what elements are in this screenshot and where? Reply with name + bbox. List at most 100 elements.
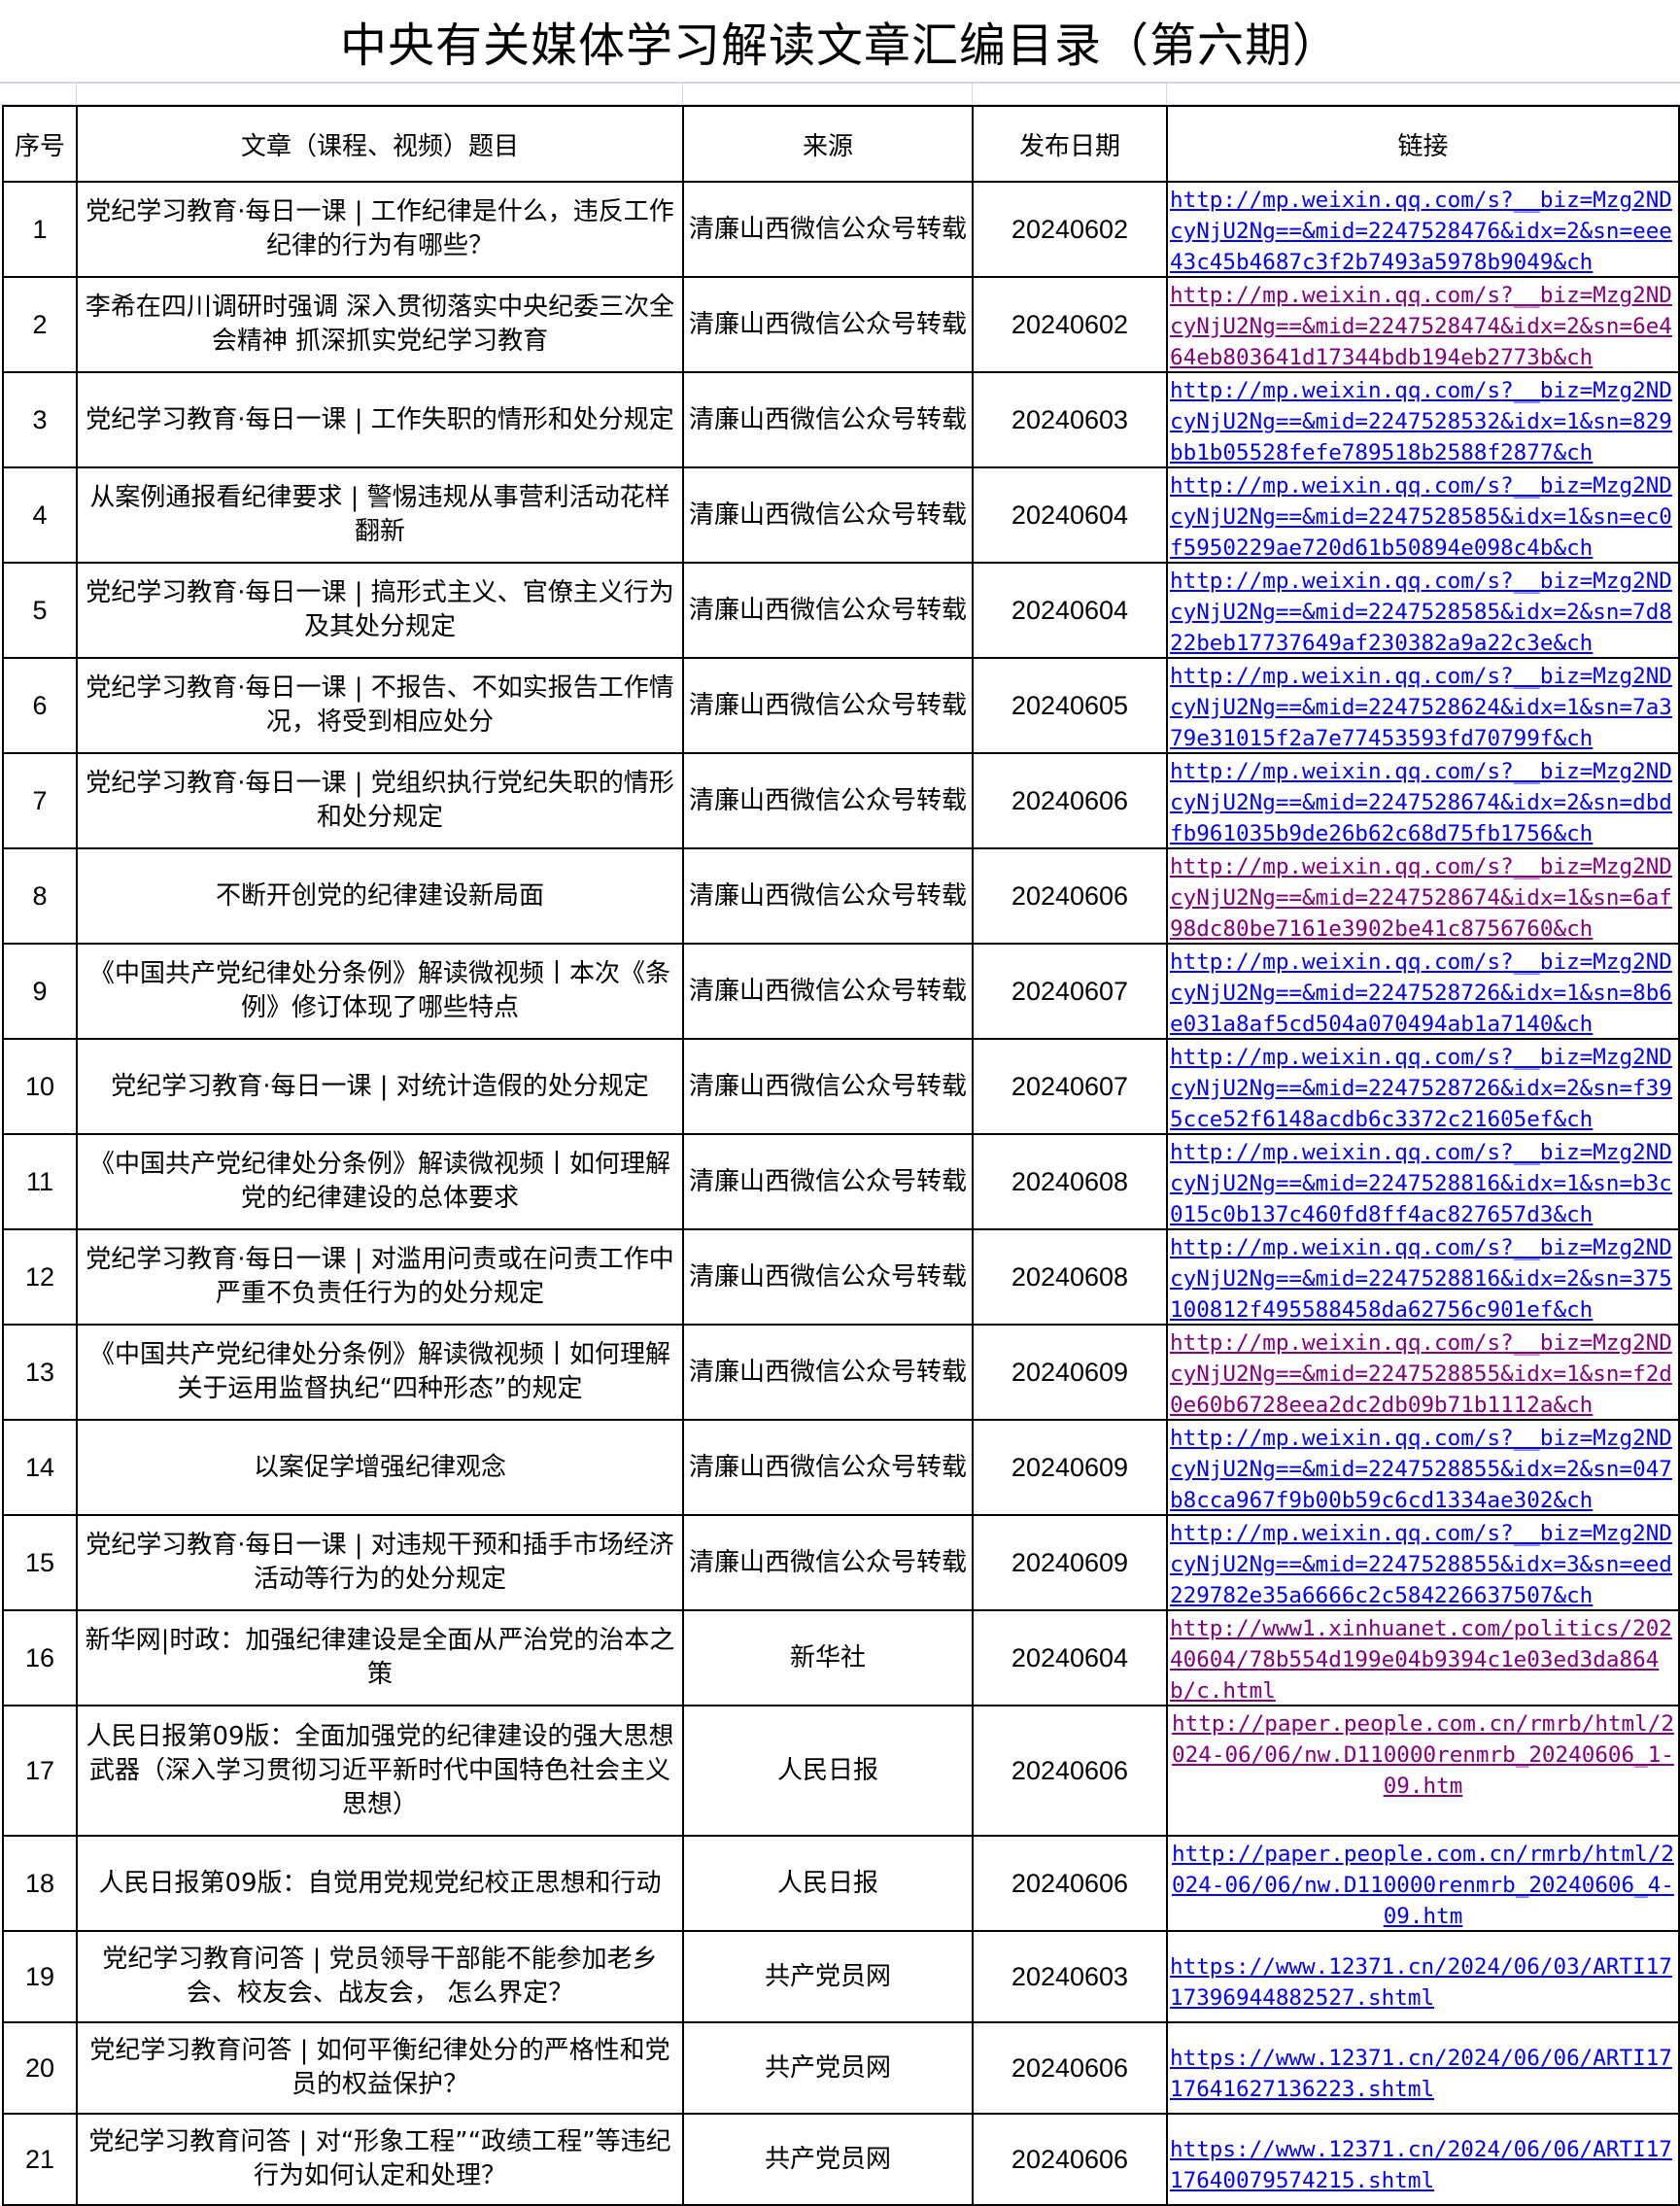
row-index: 10	[2, 1038, 78, 1135]
article-link[interactable]: https://www.12371.cn/2024/06/06/ARTI1717…	[1170, 2137, 1672, 2193]
row-link-cell: http://mp.weixin.qq.com/s?__biz=Mzg2NDcy…	[1166, 1133, 1680, 1230]
table-row: 13 《中国共产党纪律处分条例》解读微视频丨如何理解关于运用监督执纪“四种形态”的…	[2, 1324, 1680, 1421]
header-index: 序号	[2, 105, 78, 183]
row-index: 9	[2, 943, 78, 1040]
row-source: 共产党员网	[682, 2113, 974, 2206]
table-row: 2 李希在四川调研时强调 深入贯彻落实中央纪委三次全会精神 抓深抓实党纪学习教育清…	[2, 276, 1680, 373]
row-link-cell: http://mp.weixin.qq.com/s?__biz=Mzg2NDcy…	[1166, 371, 1680, 468]
table-row: 20 党纪学习教育问答 | 如何平衡纪律处分的严格性和党员的权益保护？ 共产党员网 2…	[2, 2021, 1680, 2115]
article-table: 序号 文章（课程、视频）题目 来源 发布日期 链接 1 党纪学习教育·每日一课 |…	[2, 105, 1680, 2206]
article-link[interactable]: http://mp.weixin.qq.com/s?__biz=Mzg2NDcy…	[1170, 759, 1672, 846]
row-title: 党纪学习教育问答 | 如何平衡纪律处分的严格性和党员的权益保护？	[76, 2021, 684, 2115]
row-title: 党纪学习教育·每日一课 | 对统计造假的处分规定	[76, 1038, 684, 1135]
row-index: 21	[2, 2113, 78, 2206]
article-link[interactable]: https://www.12371.cn/2024/06/06/ARTI1717…	[1170, 2046, 1672, 2102]
row-date: 20240607	[972, 1038, 1168, 1135]
row-link-cell: http://paper.people.com.cn/rmrb/html/202…	[1166, 1705, 1680, 1837]
row-index: 8	[2, 847, 78, 945]
row-index: 3	[2, 371, 78, 468]
row-date: 20240609	[972, 1419, 1168, 1516]
row-link-cell: http://mp.weixin.qq.com/s?__biz=Mzg2NDcy…	[1166, 276, 1680, 373]
row-source: 清廉山西微信公众号转载	[682, 1514, 974, 1611]
row-source: 新华社	[682, 1609, 974, 1706]
row-date: 20240607	[972, 943, 1168, 1040]
row-title: 党纪学习教育问答 | 党员领导干部能不能参加老乡会、校友会、战友会， 怎么界定？	[76, 1930, 684, 2023]
row-date: 20240604	[972, 562, 1168, 659]
row-date: 20240604	[972, 1609, 1168, 1706]
row-title: 党纪学习教育问答 | 对“形象工程”“政绩工程”等违纪行为如何认定和处理？	[76, 2113, 684, 2206]
row-date: 20240609	[972, 1514, 1168, 1611]
article-link[interactable]: http://mp.weixin.qq.com/s?__biz=Mzg2NDcy…	[1170, 1045, 1672, 1132]
row-title: 党纪学习教育·每日一课 | 不报告、不如实报告工作情况，将受到相应处分	[76, 657, 684, 754]
table-row: 15 党纪学习教育·每日一课 | 对违规干预和插手市场经济活动等行为的处分规定 清廉…	[2, 1514, 1680, 1611]
article-link[interactable]: http://mp.weixin.qq.com/s?__biz=Mzg2NDcy…	[1170, 949, 1672, 1037]
table-row: 7 党纪学习教育·每日一课 | 党组织执行党纪失职的情形和处分规定 清廉山西微信公众…	[2, 752, 1680, 849]
article-link[interactable]: http://mp.weixin.qq.com/s?__biz=Mzg2NDcy…	[1170, 1521, 1672, 1608]
article-link[interactable]: http://paper.people.com.cn/rmrb/html/202…	[1172, 1842, 1674, 1929]
row-index: 16	[2, 1609, 78, 1706]
row-date: 20240603	[972, 371, 1168, 468]
row-index: 6	[2, 657, 78, 754]
table-body: 1 党纪学习教育·每日一课 | 工作纪律是什么，违反工作纪律的行为有哪些？ 清廉山西…	[2, 181, 1680, 2206]
article-link[interactable]: http://mp.weixin.qq.com/s?__biz=Mzg2NDcy…	[1170, 1330, 1672, 1418]
row-date: 20240608	[972, 1133, 1168, 1230]
table-row: 18 人民日报第09版：自觉用党规党纪校正思想和行动 人民日报 20240606 htt…	[2, 1835, 1680, 1932]
row-date: 20240606	[972, 2021, 1168, 2115]
row-link-cell: http://mp.weixin.qq.com/s?__biz=Mzg2NDcy…	[1166, 562, 1680, 659]
row-source: 清廉山西微信公众号转载	[682, 371, 974, 468]
row-index: 13	[2, 1324, 78, 1421]
table-row: 17 人民日报第09版：全面加强党的纪律建设的强大思想武器（深入学习贯彻习近平新时…	[2, 1705, 1680, 1837]
row-index: 5	[2, 562, 78, 659]
row-link-cell: https://www.12371.cn/2024/06/06/ARTI1717…	[1166, 2021, 1680, 2115]
row-source: 共产党员网	[682, 2021, 974, 2115]
row-link-cell: http://paper.people.com.cn/rmrb/html/202…	[1166, 1835, 1680, 1932]
row-title: 李希在四川调研时强调 深入贯彻落实中央纪委三次全会精神 抓深抓实党纪学习教育	[76, 276, 684, 373]
table-row: 11 《中国共产党纪律处分条例》解读微视频丨如何理解党的纪律建设的总体要求 清廉山西…	[2, 1133, 1680, 1230]
article-link[interactable]: http://paper.people.com.cn/rmrb/html/202…	[1172, 1711, 1674, 1799]
article-link[interactable]: http://mp.weixin.qq.com/s?__biz=Mzg2NDcy…	[1170, 854, 1672, 942]
row-source: 共产党员网	[682, 1930, 974, 2023]
article-link[interactable]: http://mp.weixin.qq.com/s?__biz=Mzg2NDcy…	[1170, 188, 1672, 275]
row-link-cell: https://www.12371.cn/2024/06/06/ARTI1717…	[1166, 2113, 1680, 2206]
header-source: 来源	[682, 105, 974, 183]
header-date: 发布日期	[972, 105, 1168, 183]
row-source: 人民日报	[682, 1835, 974, 1932]
article-link[interactable]: http://mp.weixin.qq.com/s?__biz=Mzg2NDcy…	[1170, 1140, 1672, 1227]
row-link-cell: http://mp.weixin.qq.com/s?__biz=Mzg2NDcy…	[1166, 1324, 1680, 1421]
row-index: 2	[2, 276, 78, 373]
row-link-cell: http://mp.weixin.qq.com/s?__biz=Mzg2NDcy…	[1166, 752, 1680, 849]
row-title: 人民日报第09版：全面加强党的纪律建设的强大思想武器（深入学习贯彻习近平新时代中…	[76, 1705, 684, 1837]
row-index: 19	[2, 1930, 78, 2023]
table-row: 19 党纪学习教育问答 | 党员领导干部能不能参加老乡会、校友会、战友会， 怎么界…	[2, 1930, 1680, 2023]
row-source: 清廉山西微信公众号转载	[682, 847, 974, 945]
row-link-cell: http://mp.weixin.qq.com/s?__biz=Mzg2NDcy…	[1166, 943, 1680, 1040]
row-index: 4	[2, 466, 78, 564]
row-source: 清廉山西微信公众号转载	[682, 1133, 974, 1230]
table-header-row: 序号 文章（课程、视频）题目 来源 发布日期 链接	[2, 105, 1680, 183]
article-link[interactable]: http://mp.weixin.qq.com/s?__biz=Mzg2NDcy…	[1170, 283, 1672, 370]
row-title: 党纪学习教育·每日一课 | 搞形式主义、官僚主义行为及其处分规定	[76, 562, 684, 659]
article-link[interactable]: https://www.12371.cn/2024/06/03/ARTI1717…	[1170, 1954, 1672, 2011]
article-link[interactable]: http://mp.weixin.qq.com/s?__biz=Mzg2NDcy…	[1170, 1235, 1672, 1323]
article-link[interactable]: http://www1.xinhuanet.com/politics/20240…	[1170, 1616, 1672, 1704]
empty-spreadsheet-row	[0, 84, 1680, 105]
header-link: 链接	[1166, 105, 1680, 183]
row-title: 《中国共产党纪律处分条例》解读微视频丨如何理解关于运用监督执纪“四种形态”的规定	[76, 1324, 684, 1421]
article-link[interactable]: http://mp.weixin.qq.com/s?__biz=Mzg2NDcy…	[1170, 378, 1672, 465]
row-date: 20240606	[972, 847, 1168, 945]
article-link[interactable]: http://mp.weixin.qq.com/s?__biz=Mzg2NDcy…	[1170, 664, 1672, 751]
row-index: 1	[2, 181, 78, 278]
row-source: 清廉山西微信公众号转载	[682, 181, 974, 278]
row-title: 《中国共产党纪律处分条例》解读微视频丨本次《条例》修订体现了哪些特点	[76, 943, 684, 1040]
row-date: 20240606	[972, 1705, 1168, 1837]
article-link[interactable]: http://mp.weixin.qq.com/s?__biz=Mzg2NDcy…	[1170, 1426, 1672, 1513]
row-date: 20240606	[972, 2113, 1168, 2206]
row-title: 党纪学习教育·每日一课 | 对滥用问责或在问责工作中严重不负责任行为的处分规定	[76, 1228, 684, 1326]
article-link[interactable]: http://mp.weixin.qq.com/s?__biz=Mzg2NDcy…	[1170, 569, 1672, 656]
row-title: 从案例通报看纪律要求 | 警惕违规从事营利活动花样翻新	[76, 466, 684, 564]
table-row: 5 党纪学习教育·每日一课 | 搞形式主义、官僚主义行为及其处分规定 清廉山西微信公…	[2, 562, 1680, 659]
row-link-cell: http://mp.weixin.qq.com/s?__biz=Mzg2NDcy…	[1166, 1514, 1680, 1611]
article-link[interactable]: http://mp.weixin.qq.com/s?__biz=Mzg2NDcy…	[1170, 473, 1672, 561]
row-link-cell: http://mp.weixin.qq.com/s?__biz=Mzg2NDcy…	[1166, 181, 1680, 278]
row-source: 清廉山西微信公众号转载	[682, 1324, 974, 1421]
